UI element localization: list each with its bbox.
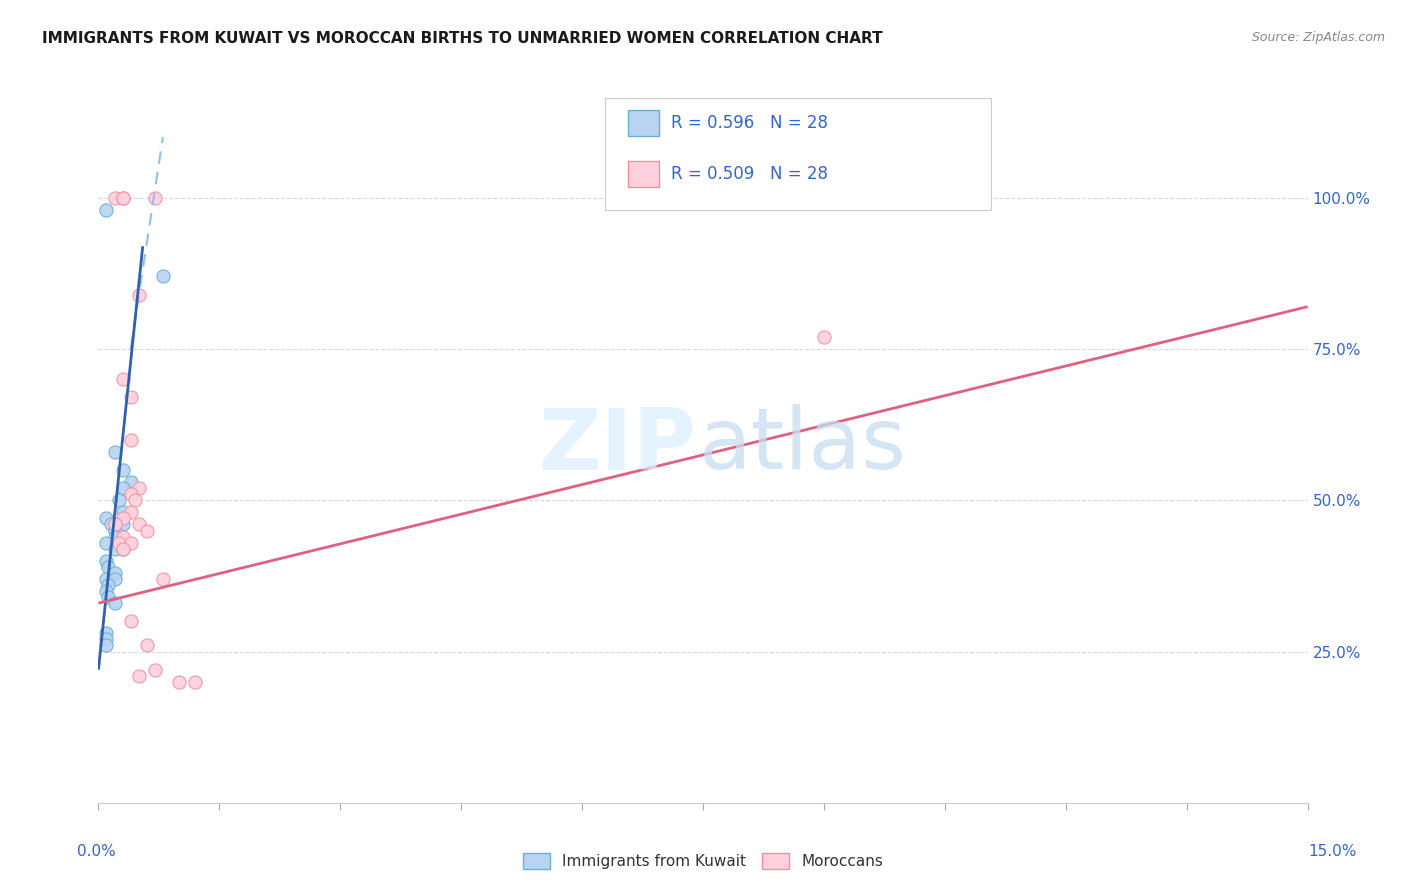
Point <box>128 287 150 301</box>
Point <box>152 269 174 284</box>
Point <box>96 639 118 653</box>
Point <box>152 572 174 586</box>
Point <box>103 191 125 205</box>
Point <box>103 524 125 538</box>
Point <box>103 572 125 586</box>
Point <box>120 433 142 447</box>
Point <box>120 475 142 490</box>
Text: ZIP: ZIP <box>538 404 696 488</box>
Point <box>111 541 134 556</box>
Text: R = 0.596   N = 28: R = 0.596 N = 28 <box>671 114 828 132</box>
Text: 0.0%: 0.0% <box>77 845 117 859</box>
Point <box>128 517 150 532</box>
Point <box>120 487 142 501</box>
Point <box>103 445 125 459</box>
Point <box>111 481 134 495</box>
Point <box>111 517 134 532</box>
Point <box>96 584 118 599</box>
Point <box>143 663 166 677</box>
Point <box>111 191 134 205</box>
Point <box>111 505 134 519</box>
Point <box>111 541 134 556</box>
Point <box>120 505 142 519</box>
Point <box>111 511 134 525</box>
Point <box>96 632 118 647</box>
Point <box>96 554 118 568</box>
Point <box>135 639 157 653</box>
Point <box>97 590 120 604</box>
Point <box>107 493 129 508</box>
Point <box>96 202 118 217</box>
Legend: Immigrants from Kuwait, Moroccans: Immigrants from Kuwait, Moroccans <box>516 847 890 875</box>
Point <box>97 559 120 574</box>
Point <box>111 372 134 386</box>
Text: atlas: atlas <box>699 404 907 488</box>
Point <box>813 330 835 344</box>
Point <box>143 191 166 205</box>
Point <box>120 535 142 549</box>
Point <box>96 626 118 640</box>
Point <box>96 511 118 525</box>
Text: IMMIGRANTS FROM KUWAIT VS MOROCCAN BIRTHS TO UNMARRIED WOMEN CORRELATION CHART: IMMIGRANTS FROM KUWAIT VS MOROCCAN BIRTH… <box>42 31 883 46</box>
Point <box>128 669 150 683</box>
Point <box>120 615 142 629</box>
Point <box>120 391 142 405</box>
Point <box>167 674 190 689</box>
Point <box>107 535 129 549</box>
Point <box>96 535 118 549</box>
Text: 15.0%: 15.0% <box>1309 845 1357 859</box>
Text: R = 0.509   N = 28: R = 0.509 N = 28 <box>671 165 828 183</box>
Point <box>124 493 146 508</box>
Point <box>184 674 207 689</box>
Point <box>111 463 134 477</box>
Point <box>111 191 134 205</box>
Y-axis label: Births to Unmarried Women: Births to Unmarried Women <box>0 353 7 557</box>
Point <box>96 572 118 586</box>
Point <box>97 578 120 592</box>
Text: Source: ZipAtlas.com: Source: ZipAtlas.com <box>1251 31 1385 45</box>
Point <box>103 517 125 532</box>
Point <box>135 524 157 538</box>
Point <box>103 530 125 544</box>
Point <box>100 517 122 532</box>
Point <box>103 541 125 556</box>
Point <box>103 566 125 580</box>
Point <box>103 596 125 610</box>
Point <box>128 481 150 495</box>
Point <box>111 530 134 544</box>
